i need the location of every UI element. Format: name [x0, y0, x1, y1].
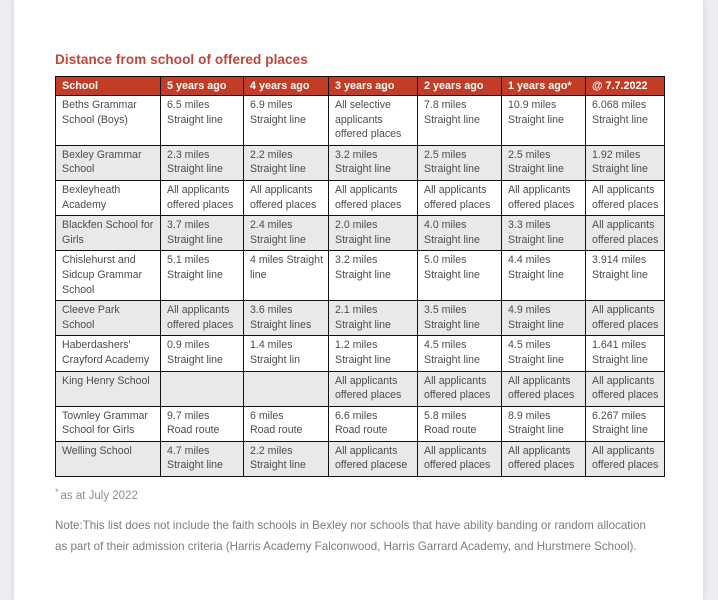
distance-cell: 8.9 miles Straight line [501, 405, 586, 442]
table-row: King Henry School All applicants offered … [55, 370, 665, 407]
distance-cell: 4.9 miles Straight line [501, 300, 586, 337]
distance-cell: 4.7 miles Straight line [160, 440, 244, 478]
table-row: Chislehurst and Sidcup Grammar School 5.1… [55, 250, 665, 302]
distance-cell: 6.6 miles Road route [328, 405, 418, 442]
distance-cell: All applicants offered places [417, 370, 502, 407]
distance-cell: 6 miles Road route [243, 405, 329, 442]
distance-cell: 1.2 miles Straight line [328, 335, 418, 372]
distance-cell: 3.914 miles Straight line [585, 250, 665, 302]
distance-cell: 9.7 miles Road route [160, 405, 244, 442]
column-header-3: 3 years ago [328, 76, 418, 96]
distance-cell: 2.5 miles Straight line [501, 144, 586, 181]
column-header-5: 1 years ago* [501, 76, 586, 96]
table-row: Haberdashers' Crayford Academy 0.9 miles … [55, 335, 665, 372]
school-name-cell: Bexleyheath Academy [55, 179, 161, 217]
distance-table: School 5 years ago 4 years ago 3 years ago 2… [55, 76, 665, 478]
table-header-row: School 5 years ago 4 years ago 3 years ago 2… [55, 76, 665, 96]
distance-cell: 4.5 miles Straight line [501, 335, 586, 372]
distance-cell [243, 370, 329, 407]
distance-cell: 2.2 miles Straight line [243, 144, 329, 181]
distance-cell: 3.2 miles Straight line [328, 250, 418, 302]
distance-cell: All applicants offered places [585, 179, 665, 217]
distance-cell: 1.641 miles Straight line [585, 335, 665, 372]
distance-cell: 3.6 miles Straight lines [243, 300, 329, 337]
table-row: Cleeve Park School All applicants offered… [55, 300, 665, 337]
school-name-cell: Blackfen School for Girls [55, 215, 161, 252]
distance-cell: 7.8 miles Straight line [417, 95, 502, 146]
asterisk-marker: * [55, 487, 59, 498]
distance-cell: 6.267 miles Straight line [585, 405, 665, 442]
distance-cell: 2.2 miles Straight line [243, 440, 329, 478]
distance-cell: 2.5 miles Straight line [417, 144, 502, 181]
table-row: Welling School 4.7 miles Straight line 2.2… [55, 440, 665, 478]
distance-cell: 3.5 miles Straight line [417, 300, 502, 337]
distance-cell: 2.1 miles Straight line [328, 300, 418, 337]
distance-cell: All applicants offered places [160, 179, 244, 217]
distance-cell: All applicants offered places [585, 300, 665, 337]
distance-cell: All applicants offered places [243, 179, 329, 217]
distance-cell: All applicants offered places [417, 440, 502, 478]
school-name-cell: King Henry School [55, 370, 161, 407]
school-name-cell: Cleeve Park School [55, 300, 161, 337]
distance-cell: 3.2 miles Straight line [328, 144, 418, 181]
column-header-4: 2 years ago [417, 76, 502, 96]
school-name-cell: Welling School [55, 440, 161, 478]
distance-cell: 2.3 miles Straight line [160, 144, 244, 181]
distance-cell: All applicants offered places [501, 370, 586, 407]
distance-cell: All applicants offered places [417, 179, 502, 217]
distance-cell: All applicants offered places [585, 370, 665, 407]
school-name-cell: Bexley Grammar School [55, 144, 161, 181]
school-name-cell: Chislehurst and Sidcup Grammar School [55, 250, 161, 302]
distance-cell: 6.068 miles Straight line [585, 95, 665, 146]
distance-cell: All applicants offered places [501, 440, 586, 478]
distance-cell: All applicants offered places [585, 440, 665, 478]
school-name-cell: Townley Grammar School for Girls [55, 405, 161, 442]
distance-cell: 2.4 miles Straight line [243, 215, 329, 252]
footnote-as-at: * as at July 2022 [55, 487, 679, 502]
table-row: Bexley Grammar School 2.3 miles Straight … [55, 144, 665, 181]
column-header-0: School [55, 76, 161, 96]
school-name-cell: Haberdashers' Crayford Academy [55, 335, 161, 372]
table-row: Bexleyheath Academy All applicants offere… [55, 179, 665, 217]
distance-cell: 2.0 miles Straight line [328, 215, 418, 252]
distance-cell: All applicants offered placese [328, 440, 418, 478]
column-header-6: @ 7.7.2022 [585, 76, 665, 96]
distance-cell: 5.1 miles Straight line [160, 250, 244, 302]
distance-cell: 3.7 miles Straight line [160, 215, 244, 252]
note-text: Note:This list does not include the fait… [55, 519, 646, 554]
distance-cell: All applicants offered places [328, 179, 418, 217]
page-title: Distance from school of offered places [55, 52, 308, 67]
distance-cell: 6.9 miles Straight line [243, 95, 329, 146]
distance-cell: All applicants offered places [160, 300, 244, 337]
table-row: Townley Grammar School for Girls 9.7 mile… [55, 405, 665, 442]
distance-cell: 6.5 miles Straight line [160, 95, 244, 146]
distance-cell: 4.5 miles Straight line [417, 335, 502, 372]
distance-cell: 4.4 miles Straight line [501, 250, 586, 302]
distance-cell: All applicants offered places [501, 179, 586, 217]
distance-cell: 1.4 miles Straight lin [243, 335, 329, 372]
distance-cell: All applicants offered places [585, 215, 665, 252]
distance-cell: 4 miles Straight line [243, 250, 329, 302]
distance-cell: 0.9 miles Straight line [160, 335, 244, 372]
distance-cell [160, 370, 244, 407]
distance-cell: 5.8 miles Road route [417, 405, 502, 442]
document-page: Distance from school of offered places S… [14, 0, 703, 600]
distance-cell: All selective applicants offered places [328, 95, 418, 146]
distance-cell: All applicants offered places [328, 370, 418, 407]
distance-cell: 1.92 miles Straight line [585, 144, 665, 181]
table-row: Blackfen School for Girls 3.7 miles Strai… [55, 215, 665, 252]
table-row: Beths Grammar School (Boys) 6.5 miles Str… [55, 95, 665, 146]
distance-cell: 5.0 miles Straight line [417, 250, 502, 302]
school-name-cell: Beths Grammar School (Boys) [55, 95, 161, 146]
distance-cell: 10.9 miles Straight line [501, 95, 586, 146]
footnote-text: as at July 2022 [60, 490, 138, 503]
column-header-2: 4 years ago [243, 76, 329, 96]
column-header-1: 5 years ago [160, 76, 244, 96]
distance-cell: 4.0 miles Straight line [417, 215, 502, 252]
distance-cell: 3.3 miles Straight line [501, 215, 586, 252]
